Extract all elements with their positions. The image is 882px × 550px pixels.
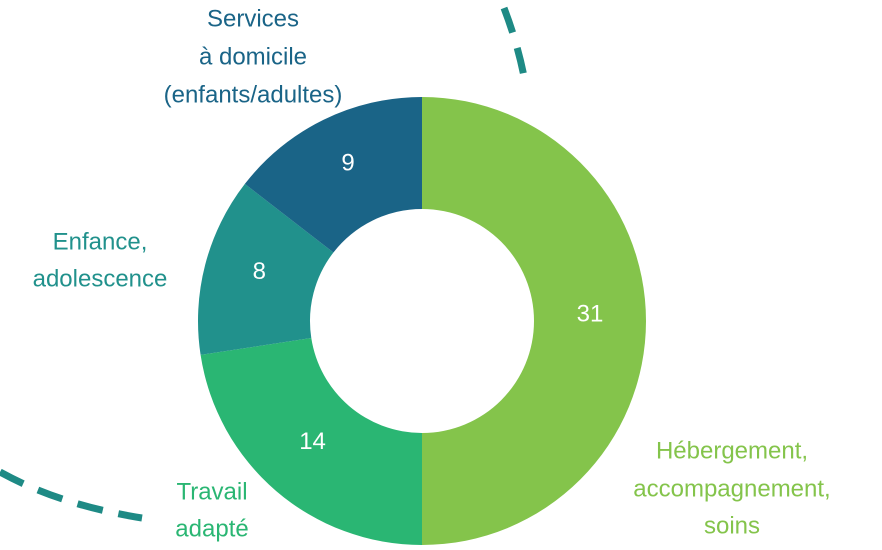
donut-segment: [244, 97, 422, 253]
value-label: 9: [341, 150, 354, 177]
category-label: à domicile: [199, 43, 307, 70]
value-label: 14: [299, 428, 326, 455]
category-label: adolescence: [33, 265, 168, 292]
decorative-arc: [500, 6, 530, 89]
category-label: Travail: [176, 478, 247, 505]
category-label: Hébergement,: [656, 437, 808, 464]
donut-segment: [198, 183, 334, 355]
value-label: 8: [253, 258, 266, 285]
donut-segment: [422, 97, 646, 545]
category-label: Services: [207, 5, 299, 32]
category-label: soins: [704, 512, 760, 539]
value-label: 31: [577, 300, 604, 327]
category-label: (enfants/adultes): [164, 81, 343, 108]
category-label: accompagnement,: [633, 475, 830, 502]
category-label: adapté: [175, 515, 248, 542]
category-label: Enfance,: [53, 228, 148, 255]
decorative-arc: [0, 468, 143, 522]
donut-segment: [200, 337, 422, 545]
